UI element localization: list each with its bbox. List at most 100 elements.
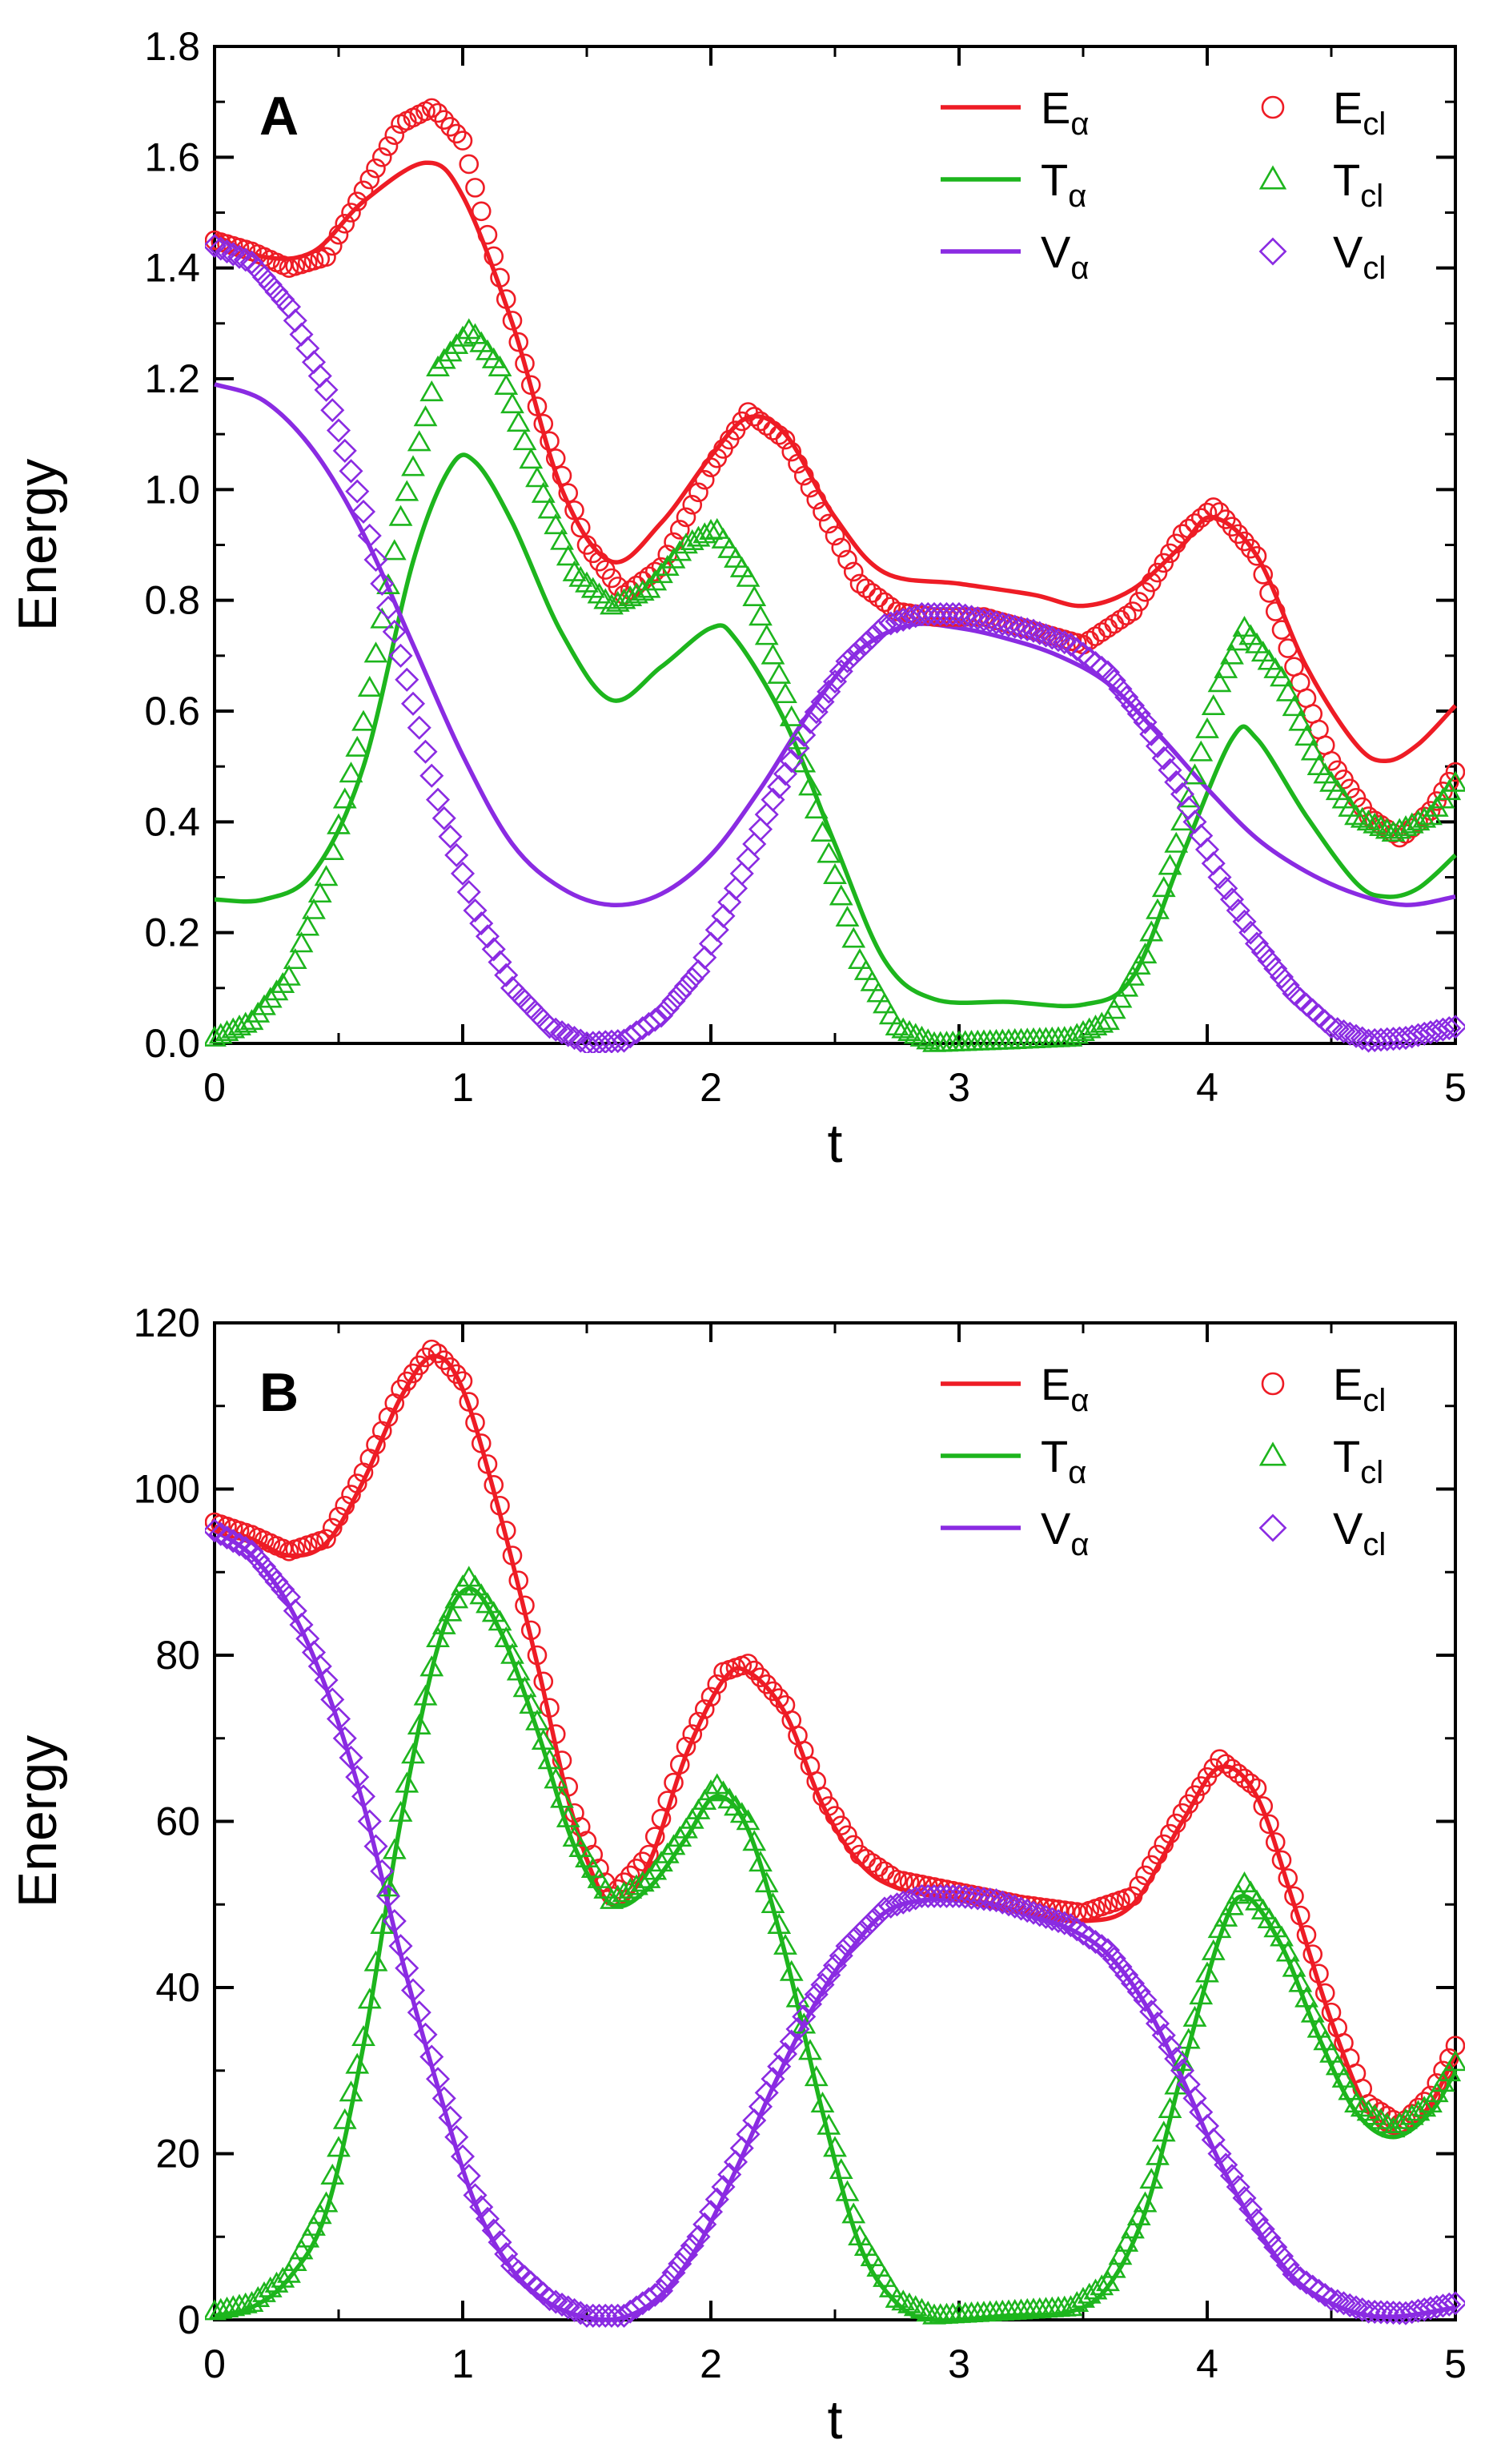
data-point xyxy=(680,529,704,550)
data-point xyxy=(891,1017,916,1039)
data-point xyxy=(847,637,873,661)
data-point xyxy=(264,279,289,304)
data-point xyxy=(1197,502,1218,523)
data-point xyxy=(544,1017,568,1042)
data-point xyxy=(1015,617,1040,642)
data-point xyxy=(341,203,361,223)
data-point xyxy=(1282,1956,1306,1977)
data-point xyxy=(233,1535,258,1561)
data-point xyxy=(395,480,419,501)
data-point xyxy=(779,705,804,726)
data-point xyxy=(605,1884,630,1906)
data-point xyxy=(825,1806,845,1826)
data-point xyxy=(1265,601,1286,621)
data-point xyxy=(891,1890,916,1915)
data-point xyxy=(1139,2168,1164,2189)
data-point xyxy=(1095,1938,1121,1963)
data-point xyxy=(271,2266,295,2288)
data-point xyxy=(475,924,500,949)
data-point xyxy=(810,820,835,842)
data-point xyxy=(853,631,878,656)
data-point xyxy=(438,340,463,362)
y-axis-label: Energy xyxy=(7,1735,68,1907)
legend-main-symbol: E xyxy=(1041,82,1070,133)
data-point xyxy=(1141,572,1162,593)
data-point xyxy=(512,1676,537,1698)
data-point xyxy=(848,2224,872,2246)
data-point xyxy=(574,1031,600,1053)
x-tick-label: 4 xyxy=(1196,2341,1218,2386)
series-markers-t-cl xyxy=(205,318,1465,1052)
data-point xyxy=(841,2202,866,2224)
data-point xyxy=(866,981,891,1003)
data-point xyxy=(612,1881,636,1903)
data-point xyxy=(302,2214,326,2236)
data-point xyxy=(754,624,779,645)
data-point xyxy=(1238,2197,1263,2221)
data-point xyxy=(328,1506,349,1527)
data-point xyxy=(1250,2217,1275,2241)
legend-subscript: α xyxy=(1070,107,1089,142)
data-point xyxy=(1207,865,1232,890)
x-axis-label: t xyxy=(828,1113,843,1174)
data-point xyxy=(804,1982,829,2007)
data-point xyxy=(798,774,822,796)
legend-main-symbol: T xyxy=(1041,155,1068,205)
data-point xyxy=(676,507,696,528)
data-point xyxy=(1070,641,1096,666)
data-point xyxy=(688,1711,708,1732)
data-point xyxy=(1102,1946,1126,1971)
legend-subscript: cl xyxy=(1363,251,1386,286)
data-point xyxy=(1246,1778,1267,1799)
legend-main-symbol: T xyxy=(1333,155,1360,205)
data-point xyxy=(533,1671,554,1692)
data-point xyxy=(339,762,363,783)
data-point xyxy=(395,1956,419,1980)
data-point xyxy=(1318,2287,1344,2312)
y-tick-label: 0.0 xyxy=(144,1021,200,1066)
data-point xyxy=(1121,2217,1145,2239)
data-point xyxy=(673,2242,699,2267)
data-point xyxy=(506,1659,531,1681)
y-tick-label: 80 xyxy=(155,1633,200,1678)
data-point xyxy=(673,974,699,999)
data-point xyxy=(818,513,839,534)
data-point xyxy=(1164,831,1189,853)
data-point xyxy=(835,649,860,673)
data-point xyxy=(1091,622,1112,642)
data-point xyxy=(320,398,345,423)
data-point xyxy=(1102,2257,1126,2278)
data-point xyxy=(431,2086,456,2111)
data-point xyxy=(921,601,947,626)
data-point xyxy=(1108,987,1133,1008)
data-point xyxy=(552,1751,572,1771)
data-point xyxy=(817,679,841,704)
data-point xyxy=(326,418,351,443)
data-point xyxy=(860,2245,885,2266)
data-point xyxy=(1110,609,1130,630)
data-point xyxy=(1412,806,1437,828)
legend-subscript: cl xyxy=(1360,1455,1383,1490)
data-point xyxy=(1437,1015,1462,1041)
data-point xyxy=(1027,1903,1052,1927)
data-point xyxy=(550,1787,574,1808)
data-point xyxy=(332,1726,357,1751)
data-point xyxy=(1083,651,1108,676)
data-point xyxy=(1126,701,1151,726)
data-point xyxy=(382,1908,407,1934)
data-point xyxy=(1189,1984,1214,2005)
data-point xyxy=(738,1654,758,1674)
data-point xyxy=(1350,2096,1375,2117)
data-point xyxy=(1129,1875,1150,1896)
data-point xyxy=(258,987,283,1008)
data-point xyxy=(1300,739,1325,761)
data-point xyxy=(271,971,295,994)
data-point xyxy=(1002,1894,1027,1919)
data-point xyxy=(525,1709,549,1730)
data-point xyxy=(1222,517,1242,537)
data-point xyxy=(891,607,916,632)
data-point xyxy=(1263,1916,1288,1938)
data-point xyxy=(469,911,494,936)
data-point xyxy=(459,154,480,175)
